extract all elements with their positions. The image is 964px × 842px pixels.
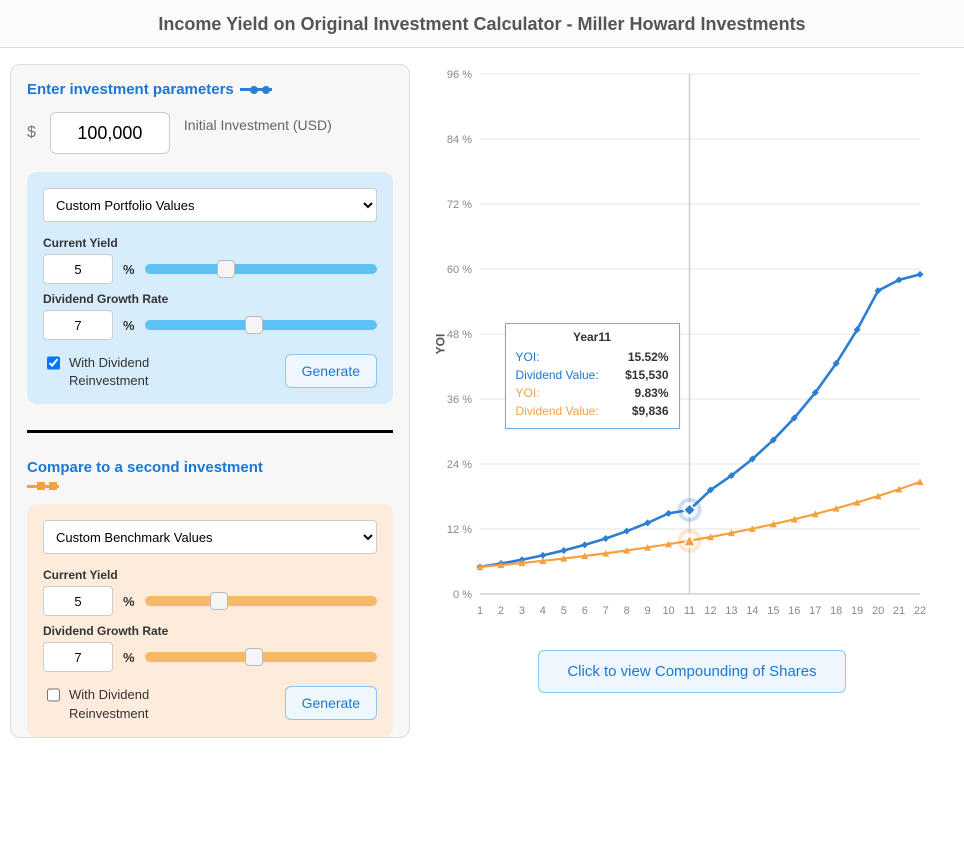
svg-text:96 %: 96 % [447,69,472,81]
card-footer-1: With Dividend Reinvestment Generate [43,354,377,390]
current-yield-input-1[interactable] [43,254,113,284]
growth-slider-2[interactable] [145,644,377,670]
pct-symbol-1a: % [123,262,135,277]
benchmark-select[interactable]: Custom Benchmark Values [43,520,377,554]
growth-input-1[interactable] [43,310,113,340]
growth-slider-1[interactable] [145,312,377,338]
svg-text:21: 21 [893,605,905,617]
generate-button-2[interactable]: Generate [285,686,377,720]
svg-text:13: 13 [725,605,737,617]
svg-text:6: 6 [582,605,588,617]
svg-text:17: 17 [809,605,821,617]
svg-text:24 %: 24 % [447,459,472,471]
svg-text:48 %: 48 % [447,329,472,341]
pct-symbol-2b: % [123,650,135,665]
svg-text:7: 7 [603,605,609,617]
benchmark-card: Custom Benchmark Values Current Yield % … [27,504,393,736]
svg-text:5: 5 [561,605,567,617]
panel-divider [27,430,393,433]
y-axis-label: YOI [433,334,447,355]
main-layout: Enter investment parameters $ Initial In… [0,48,964,738]
growth-input-2[interactable] [43,642,113,672]
tooltip-title: Year11 [516,330,669,344]
portfolio-select[interactable]: Custom Portfolio Values [43,188,377,222]
svg-text:12: 12 [704,605,716,617]
growth-label-2: Dividend Growth Rate [43,624,377,638]
svg-text:11: 11 [684,605,695,617]
legend-swatch-blue [240,86,266,94]
svg-text:12 %: 12 % [447,524,472,536]
svg-text:36 %: 36 % [447,394,472,406]
svg-text:1: 1 [477,605,483,617]
current-yield-label-1: Current Yield [43,236,377,250]
growth-row-1: % [43,310,377,340]
svg-text:18: 18 [830,605,842,617]
portfolio-card: Custom Portfolio Values Current Yield % … [27,172,393,404]
svg-text:4: 4 [540,605,546,617]
svg-text:22: 22 [914,605,926,617]
section-heading-2-text: Compare to a second investment [27,459,263,476]
growth-label-1: Dividend Growth Rate [43,292,377,306]
svg-text:14: 14 [746,605,758,617]
initial-investment-label: Initial Investment (USD) [184,112,332,135]
reinvest-checkbox-2[interactable] [47,688,60,702]
section-heading-2: Compare to a second investment [27,459,393,490]
svg-text:10: 10 [662,605,674,617]
compounding-button[interactable]: Click to view Compounding of Shares [538,650,845,693]
initial-investment-row: $ Initial Investment (USD) [27,112,393,154]
svg-text:60 %: 60 % [447,264,472,276]
svg-text:19: 19 [851,605,863,617]
currency-symbol: $ [27,112,36,142]
current-yield-input-2[interactable] [43,586,113,616]
page-title: Income Yield on Original Investment Calc… [0,0,964,48]
reinvest-checkbox-1[interactable] [47,356,60,370]
svg-text:3: 3 [519,605,525,617]
parameters-panel: Enter investment parameters $ Initial In… [10,64,410,738]
svg-text:16: 16 [788,605,800,617]
svg-text:0 %: 0 % [453,589,472,601]
svg-text:20: 20 [872,605,884,617]
svg-text:15: 15 [767,605,779,617]
svg-text:2: 2 [498,605,504,617]
current-yield-row-2: % [43,586,377,616]
pct-symbol-2a: % [123,594,135,609]
svg-text:9: 9 [645,605,651,617]
svg-text:72 %: 72 % [447,199,472,211]
chart-area: YOI 0 % 12 % 24 % 36 % 48 % 60 % 72 % 84 % 96 % 1… [430,64,954,624]
svg-text:8: 8 [624,605,630,617]
current-yield-slider-2[interactable] [145,588,377,614]
current-yield-slider-1[interactable] [145,256,377,282]
chart-tooltip: Year11 YOI:15.52%Dividend Value:$15,530Y… [505,323,680,429]
section-heading-1-text: Enter investment parameters [27,81,234,98]
initial-investment-input[interactable] [50,112,170,154]
svg-text:84 %: 84 % [447,134,472,146]
generate-button-1[interactable]: Generate [285,354,377,388]
current-yield-label-2: Current Yield [43,568,377,582]
pct-symbol-1b: % [123,318,135,333]
chart-panel: YOI 0 % 12 % 24 % 36 % 48 % 60 % 72 % 84 % 96 % 1… [430,64,954,738]
reinvest-check-row-2[interactable]: With Dividend Reinvestment [43,686,213,722]
reinvest-label-2: With Dividend Reinvestment [69,686,213,722]
section-heading-1: Enter investment parameters [27,81,393,98]
growth-row-2: % [43,642,377,672]
current-yield-row-1: % [43,254,377,284]
reinvest-check-row-1[interactable]: With Dividend Reinvestment [43,354,213,390]
card-footer-2: With Dividend Reinvestment Generate [43,686,377,722]
legend-swatch-orange [27,482,393,490]
reinvest-label-1: With Dividend Reinvestment [69,354,213,390]
